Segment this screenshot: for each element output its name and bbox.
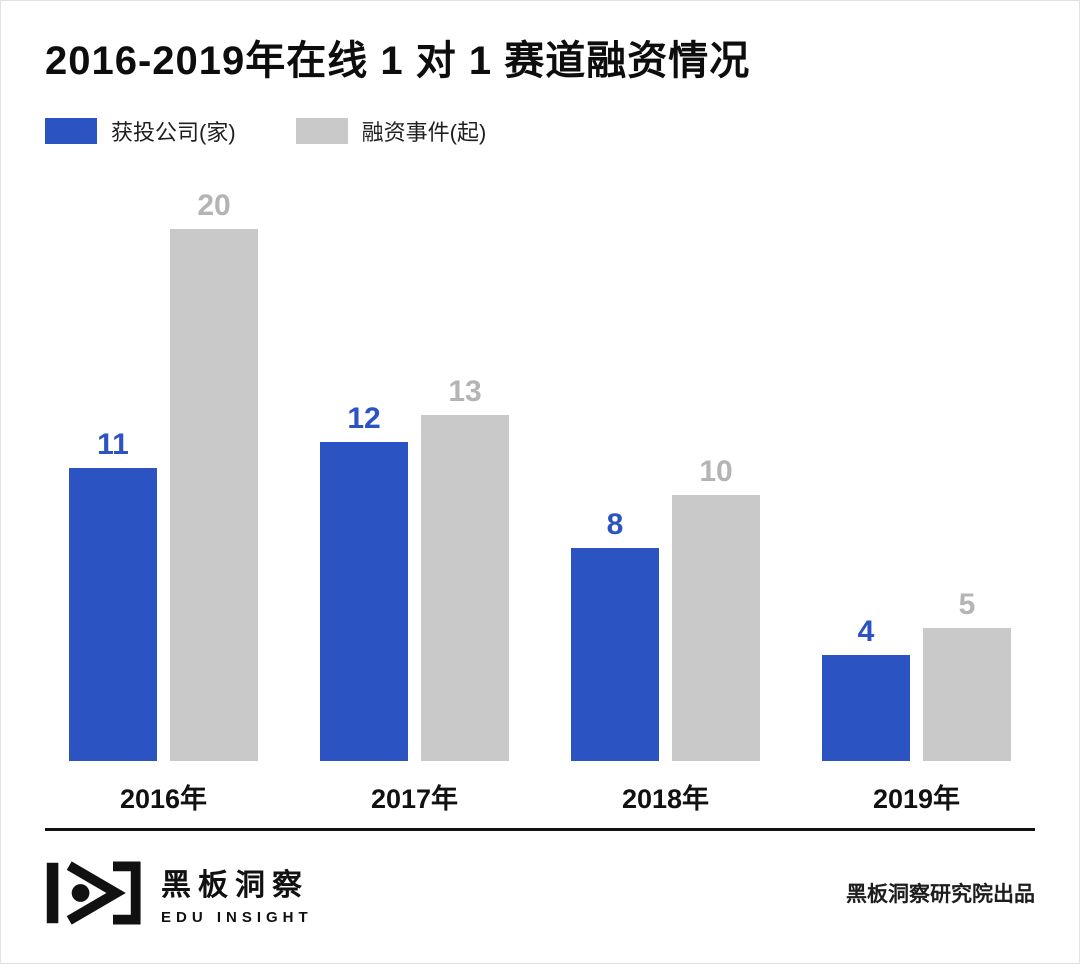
bar-group-2017年: 12 13 2017年 bbox=[320, 377, 509, 816]
brand-subtitle: EDU INSIGHT bbox=[161, 909, 313, 926]
bar-value-label: 10 bbox=[699, 455, 733, 488]
bars-row: 8 10 bbox=[571, 457, 760, 761]
brand-block: 黑板洞察 EDU INSIGHT bbox=[45, 857, 313, 929]
company-bar bbox=[69, 468, 157, 761]
legend-item-events: 融资事件(起) bbox=[295, 115, 487, 147]
bars-row: 11 20 bbox=[69, 191, 258, 761]
event-bar bbox=[923, 628, 1011, 761]
event-bar-column: 10 bbox=[672, 457, 760, 761]
bar-group-2016年: 11 20 2016年 bbox=[69, 191, 258, 816]
bars-row: 12 13 bbox=[320, 377, 509, 761]
bar-value-label: 13 bbox=[448, 375, 482, 408]
bar-group-2019年: 4 5 2019年 bbox=[822, 590, 1011, 816]
company-bar bbox=[822, 655, 910, 761]
bar-value-label: 5 bbox=[958, 588, 976, 621]
company-bar-column: 11 bbox=[69, 430, 157, 761]
event-bar bbox=[672, 495, 760, 761]
bar-value-label: 20 bbox=[197, 189, 231, 222]
event-bar-column: 13 bbox=[421, 377, 509, 761]
footer-divider bbox=[45, 828, 1035, 831]
legend-item-companies: 获投公司(家) bbox=[45, 115, 236, 147]
plot-area: 11 20 2016年 12 13 2017年 8 10 2018年 4 5 2019年 bbox=[45, 191, 1035, 816]
legend-swatch-blue bbox=[45, 118, 97, 144]
brand-text: 黑板洞察 EDU INSIGHT bbox=[161, 860, 313, 926]
legend-label: 获投公司(家) bbox=[111, 120, 236, 145]
event-bar bbox=[421, 415, 509, 761]
chart-legend: 获投公司(家) 融资事件(起) bbox=[45, 115, 1035, 147]
bar-value-label: 12 bbox=[347, 402, 381, 435]
category-label: 2019年 bbox=[872, 784, 961, 814]
company-bar-column: 8 bbox=[571, 510, 659, 761]
brand-name: 黑板洞察 bbox=[161, 869, 309, 902]
eye-logo-icon bbox=[45, 857, 141, 929]
credit-text: 黑板洞察研究院出品 bbox=[846, 883, 1035, 906]
bar-group-2018年: 8 10 2018年 bbox=[571, 457, 760, 816]
footer: 黑板洞察 EDU INSIGHT 黑板洞察研究院出品 bbox=[45, 857, 1035, 929]
legend-label: 融资事件(起) bbox=[361, 120, 487, 145]
company-bar-column: 4 bbox=[822, 617, 910, 761]
legend-swatch-gray bbox=[295, 118, 348, 144]
company-bar-column: 12 bbox=[320, 404, 408, 761]
event-bar-column: 20 bbox=[170, 191, 258, 761]
bar-value-label: 11 bbox=[97, 428, 129, 461]
company-bar bbox=[320, 442, 408, 761]
category-label: 2017年 bbox=[370, 784, 459, 814]
bar-value-label: 8 bbox=[606, 508, 624, 541]
event-bar bbox=[170, 229, 258, 761]
event-bar-column: 5 bbox=[923, 590, 1011, 761]
bar-value-label: 4 bbox=[857, 615, 875, 648]
category-label: 2016年 bbox=[119, 784, 208, 814]
company-bar bbox=[571, 548, 659, 761]
chart-title: 2016-2019年在线 1 对 1 赛道融资情况 bbox=[45, 39, 751, 83]
category-label: 2018年 bbox=[621, 784, 710, 814]
